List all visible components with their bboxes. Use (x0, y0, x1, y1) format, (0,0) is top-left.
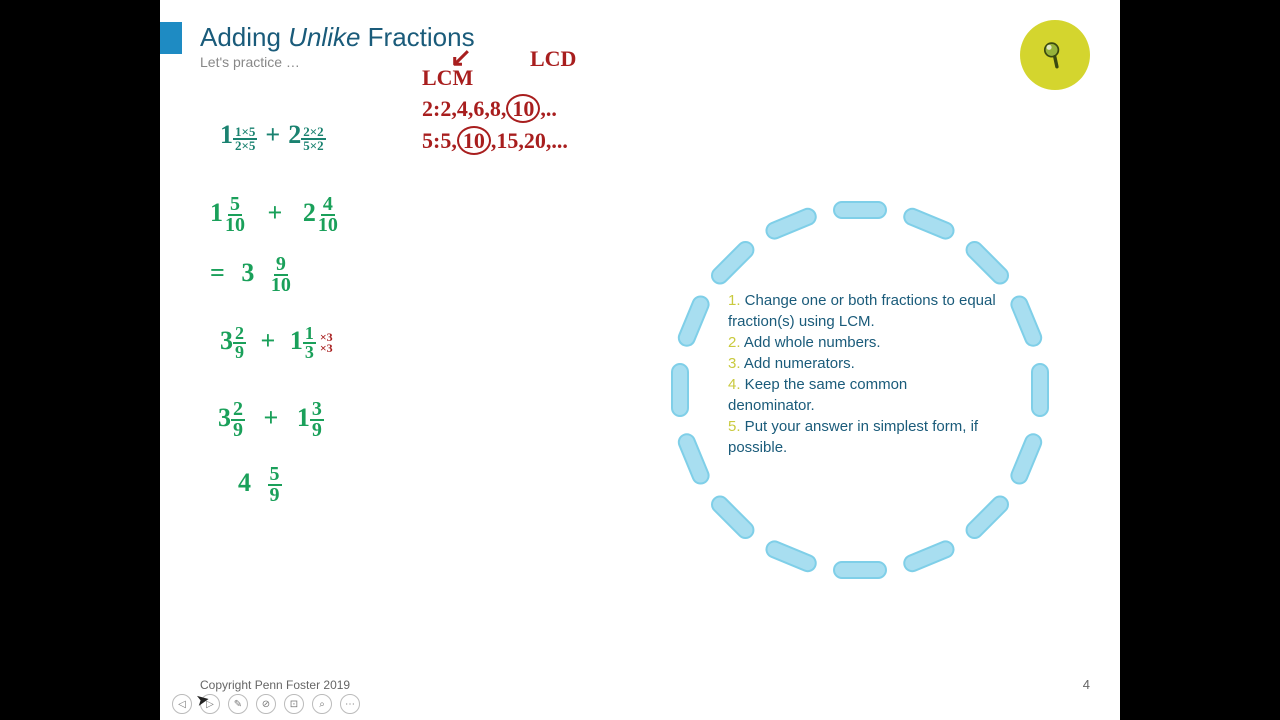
toolbar-btn-3[interactable]: ⊘ (256, 694, 276, 714)
copyright: Copyright Penn Foster 2019 (200, 678, 350, 692)
ring-pill (1008, 430, 1045, 487)
ring-pill (833, 561, 887, 579)
note-mult-5: 5:5,10,15,20,... (422, 128, 568, 154)
toolbar-btn-4[interactable]: ⊡ (284, 694, 304, 714)
accent-bar (160, 22, 182, 54)
ring-pill (675, 293, 712, 350)
toolbar-btn-5[interactable]: ⌕ (312, 694, 332, 714)
magnifier-icon (1038, 38, 1072, 72)
toolbar-btn-0[interactable]: ◁ (172, 694, 192, 714)
ring-pill (763, 538, 820, 575)
step-line: 3. Add numerators. (728, 353, 998, 374)
key-idea-badge (1020, 20, 1090, 90)
step-line: 2. Add whole numbers. (728, 332, 998, 353)
work-p4: 329 + 113×3×3 (220, 325, 335, 361)
step-line: 5. Put your answer in simplest form, if … (728, 416, 998, 458)
toolbar-btn-6[interactable]: ⋯ (340, 694, 360, 714)
ring-pill (833, 201, 887, 219)
ring-pill (671, 363, 689, 417)
ring-pill (962, 237, 1013, 288)
note-mult-2: 2:2,4,6,8,10,.. (422, 96, 557, 122)
ring-pill (900, 205, 957, 242)
work-p1: 11×52×5 + 22×25×2 (220, 120, 326, 153)
work-p5: 329 + 139 (218, 400, 324, 440)
ring-pill (962, 492, 1013, 543)
work-p3: = 3 910 (210, 255, 293, 295)
work-p2: 1510 + 2410 (210, 195, 340, 235)
ring-pill (707, 237, 758, 288)
ring-pill (763, 205, 820, 242)
note-lcd: LCD (530, 46, 576, 72)
ring-pill (1031, 363, 1049, 417)
title-part-a: Adding (200, 22, 288, 52)
ring-pill (675, 430, 712, 487)
title-part-b: Unlike (288, 22, 360, 52)
step-line: 1. Change one or both fractions to equal… (728, 290, 998, 332)
ring-pill (900, 538, 957, 575)
note-lcm: ↙ LCM (422, 65, 473, 91)
page-title: Adding Unlike Fractions (200, 22, 475, 53)
subtitle: Let's practice … (200, 54, 300, 70)
step-line: 4. Keep the same common denominator. (728, 374, 998, 416)
work-p6: 4 59 (238, 465, 282, 505)
toolbar-btn-2[interactable]: ✎ (228, 694, 248, 714)
ring-pill (707, 492, 758, 543)
slide-canvas: Adding Unlike Fractions Let's practice …… (160, 0, 1120, 720)
page-number: 4 (1083, 677, 1090, 692)
steps-list: 1. Change one or both fractions to equal… (728, 290, 998, 458)
ring-pill (1008, 293, 1045, 350)
